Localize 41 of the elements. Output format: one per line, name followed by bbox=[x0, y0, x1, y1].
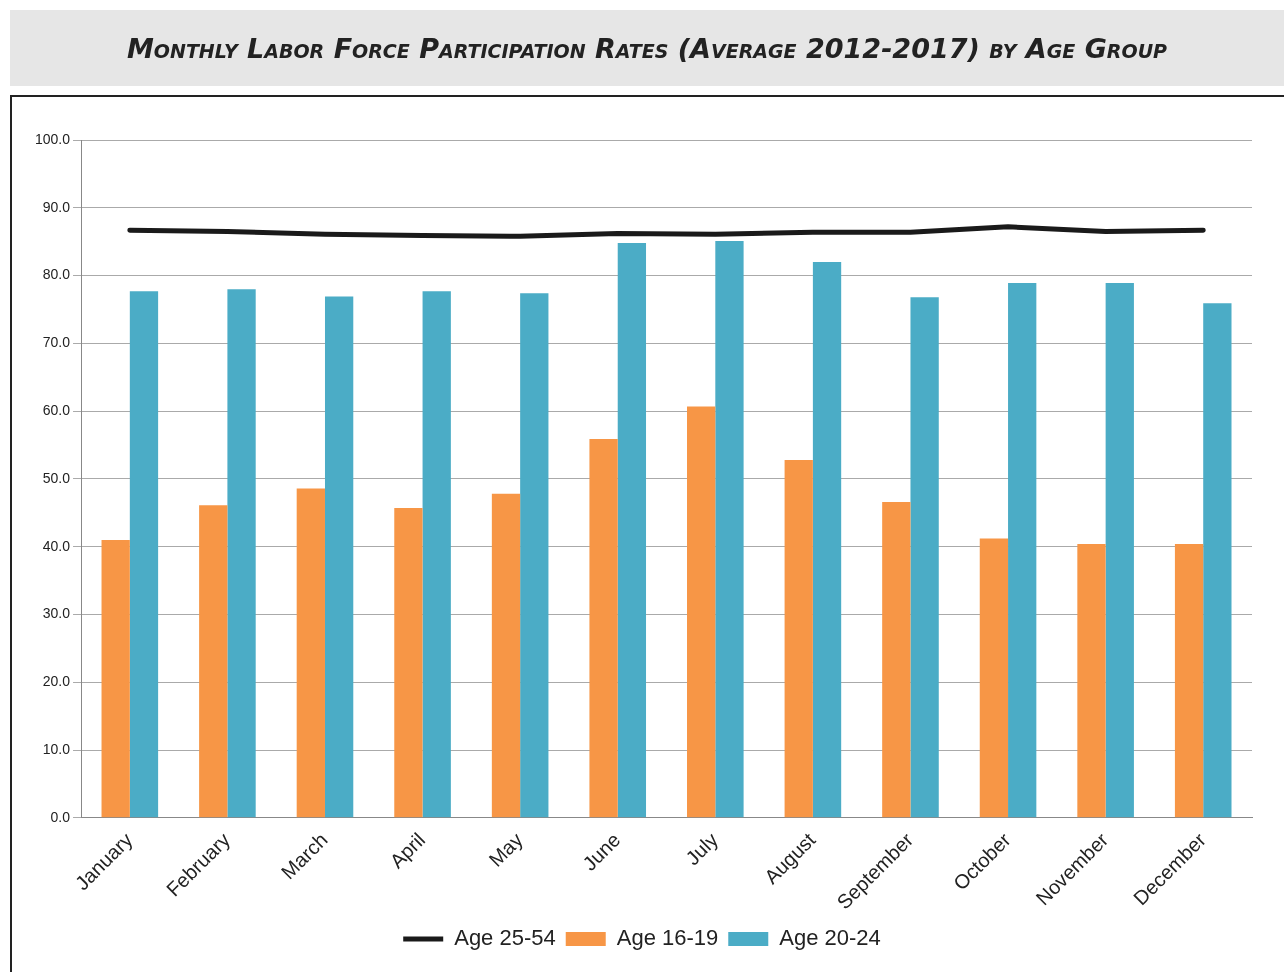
bar bbox=[199, 505, 228, 818]
bar bbox=[394, 508, 423, 818]
y-tick-label: 0.0 bbox=[50, 808, 71, 825]
bar bbox=[129, 291, 159, 818]
y-tick-label: 80.0 bbox=[42, 266, 71, 283]
bar bbox=[296, 488, 325, 818]
bar bbox=[979, 538, 1009, 818]
bar bbox=[491, 493, 521, 818]
bar bbox=[520, 293, 549, 818]
bar bbox=[1174, 544, 1204, 818]
bar bbox=[227, 289, 256, 818]
bar bbox=[589, 438, 618, 818]
chart-title: Monthly Labor Force Participation Rates (Average 2012-2017) by Age Group bbox=[10, 10, 1284, 86]
bar bbox=[324, 296, 354, 818]
y-tick-label: 50.0 bbox=[42, 469, 71, 486]
bar bbox=[687, 406, 716, 818]
y-tick-label: 20.0 bbox=[42, 673, 71, 690]
x-tick-label: July bbox=[681, 828, 723, 870]
bar bbox=[617, 243, 647, 818]
legend-label: Age 20-24 bbox=[779, 925, 881, 951]
bar bbox=[1008, 283, 1037, 818]
y-tick-label: 30.0 bbox=[42, 605, 71, 622]
y-tick-label: 70.0 bbox=[42, 334, 71, 351]
bar bbox=[101, 539, 130, 818]
bar bbox=[812, 262, 842, 818]
bar bbox=[1203, 303, 1232, 818]
bar bbox=[882, 501, 911, 818]
y-tick-label: 10.0 bbox=[42, 740, 71, 757]
legend-label: Age 25-54 bbox=[454, 925, 556, 951]
bar bbox=[784, 459, 813, 818]
bar bbox=[715, 241, 744, 818]
y-tick-label: 60.0 bbox=[42, 402, 71, 418]
y-tick-label: 40.0 bbox=[42, 537, 71, 554]
x-tick-label: May bbox=[484, 828, 527, 871]
bar bbox=[910, 297, 939, 818]
bar bbox=[422, 291, 451, 818]
legend-label: Age 16-19 bbox=[616, 925, 719, 951]
y-tick-label: 90.0 bbox=[42, 198, 71, 215]
y-tick-label: 100.0 bbox=[34, 130, 71, 147]
bar bbox=[1105, 283, 1134, 818]
bar bbox=[1077, 544, 1106, 818]
